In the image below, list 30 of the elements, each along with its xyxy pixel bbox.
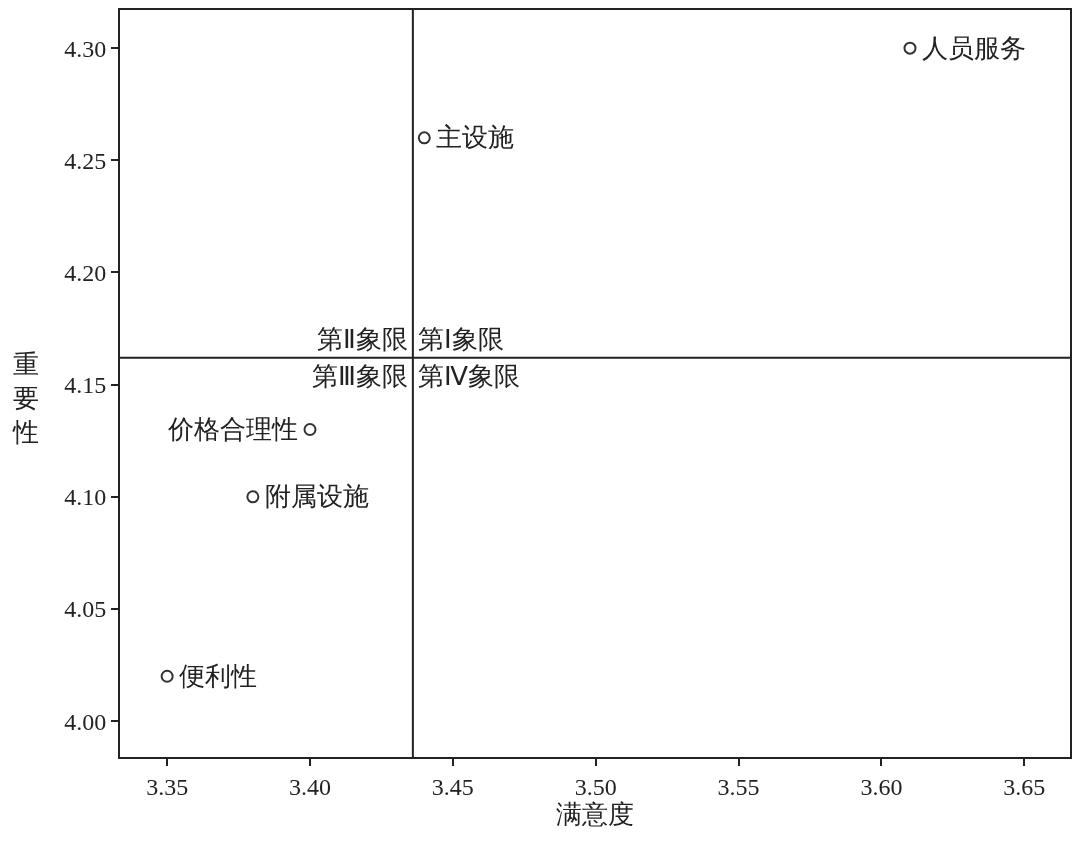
annotation: 人员服务 <box>922 34 1026 63</box>
annotation: 附属设施 <box>265 482 369 511</box>
point <box>303 422 317 436</box>
y-tick-label: 4.10 <box>64 484 107 511</box>
y-tick-label: 4.20 <box>64 259 107 286</box>
point <box>903 41 917 55</box>
y-axis-title: 重要性 <box>12 350 39 447</box>
point <box>246 490 260 504</box>
x-tick-label: 3.50 <box>574 773 617 800</box>
annotation: 第Ⅲ象限 <box>312 362 408 391</box>
x-axis-title: 满意度 <box>556 799 634 829</box>
x-tick-label: 3.60 <box>860 773 903 800</box>
annotation: 第Ⅱ象限 <box>317 325 408 354</box>
y-tick-label: 4.05 <box>64 596 107 623</box>
x-tick-label: 3.40 <box>289 773 331 800</box>
x-tick-label: 3.45 <box>431 773 474 800</box>
annotation: 价格合理性 <box>167 415 298 444</box>
annotation: 第Ⅰ象限 <box>418 325 504 354</box>
annotation: 主设施 <box>436 123 514 152</box>
x-tick-label: 3.35 <box>146 773 189 800</box>
x-tick-label: 3.55 <box>717 773 760 800</box>
x-tick-label: 3.65 <box>1003 773 1046 800</box>
annotation: 第Ⅳ象限 <box>418 362 520 391</box>
y-tick-label: 4.15 <box>64 372 107 399</box>
point <box>160 669 174 683</box>
annotation: 便利性 <box>179 662 257 691</box>
point <box>417 131 431 145</box>
y-tick-label: 4.00 <box>64 708 107 735</box>
y-tick-label: 4.30 <box>64 35 107 62</box>
y-tick-label: 4.25 <box>64 147 107 174</box>
